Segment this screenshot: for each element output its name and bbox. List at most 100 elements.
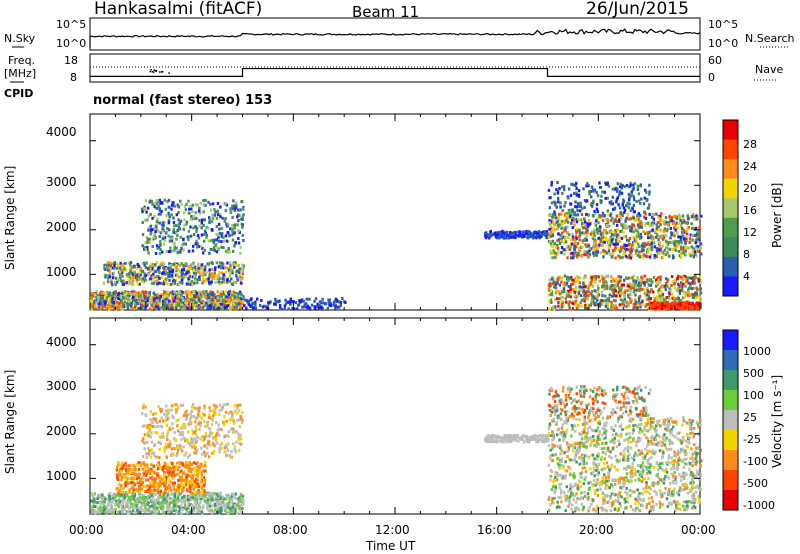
power-echo [218,297,221,301]
power-echo [657,276,660,280]
velocity-echo [120,508,124,512]
power-echo [567,196,570,200]
velocity-echo [95,497,98,501]
power-echo [150,199,154,203]
power-echo [593,188,597,192]
power-echo [667,304,671,308]
power-echo [515,230,518,234]
power-echo [240,300,243,304]
power-echo [549,230,553,234]
power-echo [121,274,124,278]
power-echo [632,274,636,278]
power-echo [665,284,669,288]
power-echo [140,269,144,273]
power-echo [211,238,215,242]
power-echo [152,300,155,304]
power-echo [185,202,188,206]
power-echo [130,301,133,305]
power-echo [679,235,682,239]
power-echo [687,301,690,305]
power-echo [685,234,689,238]
power-echo [121,290,124,294]
power-echo [615,234,618,238]
power-echo [175,269,178,273]
power-echo [216,296,219,300]
power-echo [218,232,222,236]
power-echo [152,306,156,310]
power-echo [217,303,221,307]
power-echo [211,248,214,252]
power-echo [593,209,596,213]
power-echo [119,270,122,274]
power-echo [596,284,600,288]
power-echo [187,229,191,233]
power-echo [558,219,562,223]
power-echo [221,280,225,284]
power-echo [638,255,642,259]
power-echo [207,277,210,281]
power-echo [161,272,164,276]
velocity-echo [121,510,124,514]
power-echo [659,228,662,232]
power-echo [585,253,589,257]
power-echo [680,221,684,225]
power-echo [574,251,577,255]
power-echo [151,266,154,270]
power-echo [239,292,243,296]
velocity-echo [239,508,242,512]
power-echo [117,297,120,301]
power-echo [562,247,565,251]
power-echo [612,298,616,302]
power-echo [587,184,590,188]
power-echo [547,188,551,192]
power-echo [594,223,598,227]
velocity-echo [161,477,164,481]
velocity-echo [188,510,191,514]
velocity-echo [174,507,178,511]
velocity-echo [129,501,133,505]
power-echo [234,261,237,265]
power-echo [597,228,601,232]
power-echo [687,288,690,292]
power-echo [555,239,559,243]
power-echo [216,302,220,306]
power-echo [618,193,621,197]
power-echo [688,240,691,244]
power-echo [579,245,583,249]
velocity-echo [141,498,144,502]
velocity-echo [138,472,142,476]
power-echo [144,305,148,309]
power-echo [664,277,668,281]
velocity-echo [180,496,184,500]
power-echo [189,295,193,299]
power-echo [144,241,147,245]
power-echo [557,215,561,219]
power-echo [661,292,665,296]
power-echo [277,300,280,304]
power-echo [602,255,605,259]
power-echo [647,294,651,298]
power-echo [673,234,676,238]
power-echo [680,247,683,251]
power-echo [613,294,616,298]
power-echo [186,268,189,272]
velocity-echo [96,494,100,498]
power-echo [558,292,561,296]
power-echo [231,204,234,208]
power-echo [579,294,583,298]
power-echo [550,277,554,281]
power-echo [168,291,172,295]
velocity-echo [196,510,200,514]
power-echo [583,220,587,224]
power-echo [625,204,628,208]
power-echo [228,299,231,303]
power-echo [594,212,597,216]
power-echo [638,295,642,299]
power-echo [571,251,574,255]
power-echo [554,297,557,301]
power-echo [636,223,640,227]
power-echo [120,299,123,303]
power-echo [551,229,555,233]
velocity-echo [173,474,176,478]
power-echo [293,307,296,311]
